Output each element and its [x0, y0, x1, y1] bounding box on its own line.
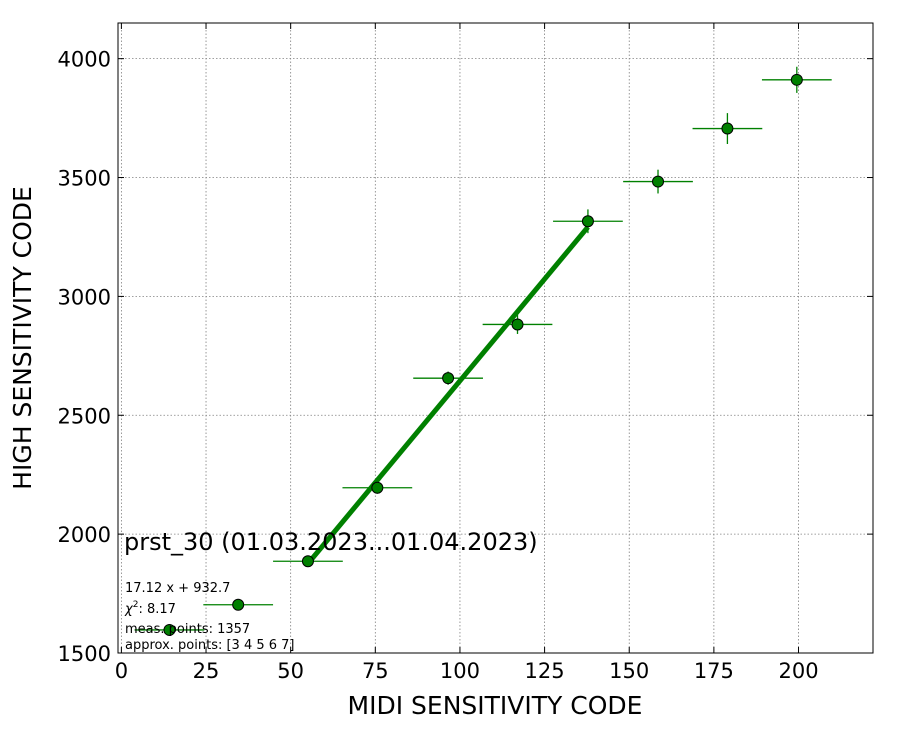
- y-tick-label: 1500: [58, 642, 111, 666]
- data-point: [581, 215, 594, 228]
- x-axis-label: MIDI SENSITIVITY CODE: [348, 691, 643, 720]
- x-tick-label: 125: [525, 659, 565, 683]
- data-point: [371, 481, 384, 494]
- measured-points: meas. points: 1357: [125, 622, 250, 637]
- y-tick-label: 3000: [58, 285, 111, 309]
- data-point: [442, 372, 455, 385]
- x-tick-label: 175: [694, 659, 734, 683]
- data-point: [232, 598, 245, 611]
- x-tick-label: 50: [277, 659, 304, 683]
- y-tick-label: 2500: [58, 404, 111, 428]
- plot-frame: [117, 22, 874, 654]
- chi-exponent: 2: [133, 600, 139, 610]
- y-axis-label: HIGH SENSITIVITY CODE: [8, 186, 37, 490]
- tick-labels: 0 25 50 75 100 125 150 175 200 1500 2000 2500 3000 35…: [58, 48, 819, 683]
- y-tick-label: 3500: [58, 167, 111, 191]
- data-point: [511, 318, 524, 331]
- chi-square: χ2: 8.17: [124, 600, 176, 617]
- ticks: [118, 23, 873, 654]
- fit-line-group: [306, 225, 590, 566]
- data-point: [301, 555, 314, 568]
- plot-title: prst_30 (01.03.2023...01.04.2023): [124, 528, 538, 556]
- x-tick-label: 200: [778, 659, 818, 683]
- data-point: [163, 623, 176, 636]
- approx-points: approx. points: [3 4 5 6 7]: [125, 638, 295, 653]
- x-tick-label: 25: [193, 659, 220, 683]
- data-markers: [163, 73, 803, 636]
- fit-equation: 17.12 x + 932.7: [125, 581, 230, 596]
- x-tick-label: 75: [362, 659, 389, 683]
- x-tick-label: 150: [609, 659, 649, 683]
- x-tick-label: 0: [115, 659, 128, 683]
- chi-value: : 8.17: [138, 602, 175, 617]
- fit-line: [306, 225, 590, 566]
- data-point: [790, 73, 803, 86]
- y-tick-label: 2000: [58, 523, 111, 547]
- chi-symbol: χ: [124, 602, 134, 617]
- x-tick-label: 100: [440, 659, 480, 683]
- data-point: [721, 122, 734, 135]
- y-tick-label: 4000: [58, 48, 111, 72]
- data-point: [652, 175, 665, 188]
